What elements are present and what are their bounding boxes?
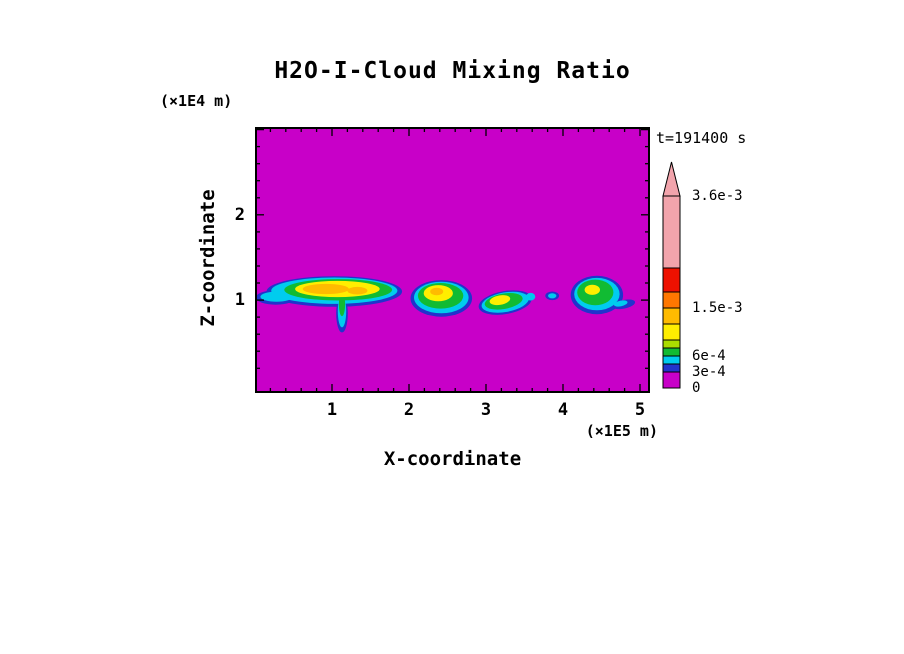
cloud-contour — [526, 292, 536, 301]
x-axis-label: X-coordinate — [383, 448, 522, 470]
x-tick-label: 2 — [403, 400, 415, 420]
colorbar-cell — [662, 267, 681, 293]
colorbar-cell — [662, 355, 681, 365]
colorbar-canvas — [662, 161, 681, 389]
cloud-contour — [430, 287, 444, 296]
plot-title: H2O-I-Cloud Mixing Ratio — [274, 58, 631, 84]
plot-canvas — [255, 127, 650, 393]
cloud-contour — [489, 295, 511, 306]
cloud-contour — [338, 292, 346, 317]
colorbar-cell — [662, 363, 681, 373]
x-tick-label: 5 — [634, 400, 646, 420]
colorbar-label: 3.6e-3 — [692, 188, 743, 204]
cloud-contour — [548, 293, 557, 299]
y-tick-label: 1 — [234, 290, 245, 311]
y-axis-units-label: (×1E4 m) — [160, 92, 233, 110]
colorbar-cell — [662, 371, 681, 389]
colorbar-label: 1.5e-3 — [692, 300, 743, 316]
colorbar-cell — [662, 195, 681, 269]
cloud-contour — [347, 286, 368, 295]
plot-background — [255, 127, 650, 393]
time-annotation: t=191400 s — [656, 129, 747, 147]
colorbar-arrow-tip — [662, 161, 681, 197]
plot-frame — [255, 127, 650, 393]
x-axis-units-label: (×1E5 m) — [585, 422, 658, 440]
colorbar-cell — [662, 291, 681, 309]
colorbar-label: 0 — [692, 380, 701, 396]
colorbar-cell — [662, 347, 681, 357]
x-tick-label: 1 — [326, 400, 338, 420]
cloud-contour — [302, 283, 349, 295]
colorbar-cell — [662, 323, 681, 341]
colorbar-label: 3e-4 — [692, 364, 726, 380]
cloud-contour — [584, 284, 600, 295]
y-axis-label: Z-coordinate — [197, 189, 219, 327]
colorbar-label: 6e-4 — [692, 348, 726, 364]
colorbar-cell — [662, 307, 681, 325]
y-tick-label: 2 — [234, 204, 245, 225]
cloud-contour — [613, 300, 628, 307]
x-tick-label: 3 — [480, 400, 492, 420]
x-tick-label: 4 — [557, 400, 569, 420]
colorbar-cell — [662, 339, 681, 349]
